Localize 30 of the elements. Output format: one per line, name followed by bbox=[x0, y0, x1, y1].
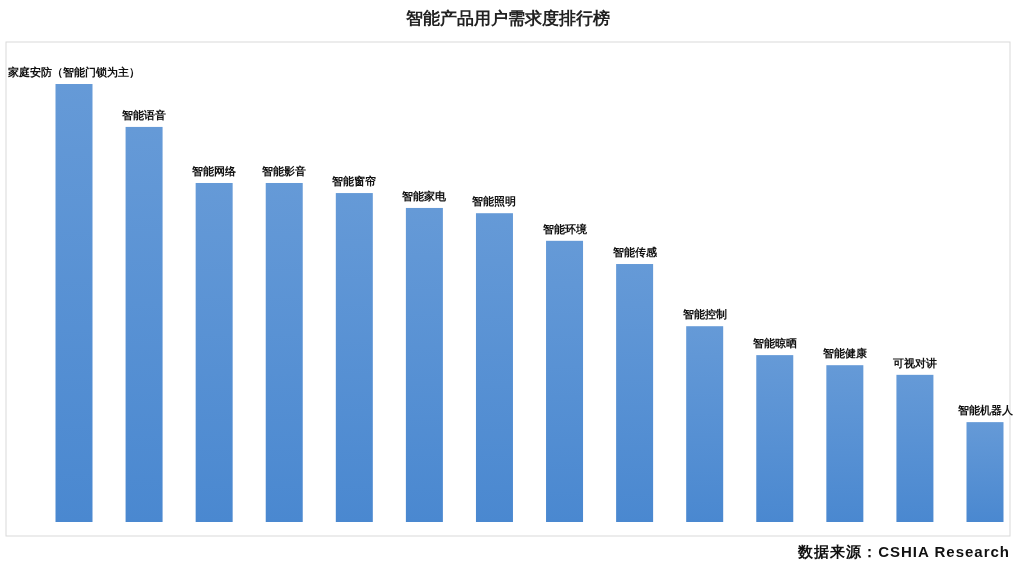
bar bbox=[686, 326, 724, 522]
x-tick-label: 智能机器人 bbox=[956, 404, 1014, 418]
bar bbox=[125, 126, 163, 522]
bar bbox=[265, 182, 303, 522]
bar bbox=[616, 264, 654, 522]
bar bbox=[756, 355, 794, 522]
x-tick-label: 智能晾晒 bbox=[751, 337, 797, 350]
bar bbox=[546, 240, 584, 522]
chart-title: 智能产品用户需求度排行榜 bbox=[405, 9, 610, 28]
x-tick-label: 智能窗帘 bbox=[331, 175, 377, 188]
x-tick-label: 智能控制 bbox=[681, 308, 727, 321]
x-tick-label: 智能网络 bbox=[191, 164, 238, 177]
x-tick-label: 智能影音 bbox=[261, 164, 307, 177]
x-tick-label: 智能传感 bbox=[611, 246, 658, 259]
x-tick-label: 可视对讲 bbox=[891, 356, 937, 369]
x-tick-label: 智能家电 bbox=[401, 189, 448, 202]
source-note: 数据来源：CSHIA Research bbox=[797, 543, 1010, 560]
x-tick-label: 智能环境 bbox=[541, 222, 588, 235]
x-tick-label: 家庭安防（智能门锁为主） bbox=[7, 66, 140, 79]
x-tick-label: 智能健康 bbox=[821, 347, 868, 360]
bar bbox=[405, 207, 443, 522]
bar bbox=[475, 213, 513, 522]
bar bbox=[55, 84, 93, 522]
x-tick-label: 智能语音 bbox=[121, 108, 167, 121]
bar bbox=[896, 374, 934, 522]
bar bbox=[826, 365, 864, 522]
bar bbox=[966, 422, 1004, 522]
bar bbox=[195, 182, 233, 522]
x-tick-label: 智能照明 bbox=[471, 195, 517, 209]
bar bbox=[335, 193, 373, 522]
